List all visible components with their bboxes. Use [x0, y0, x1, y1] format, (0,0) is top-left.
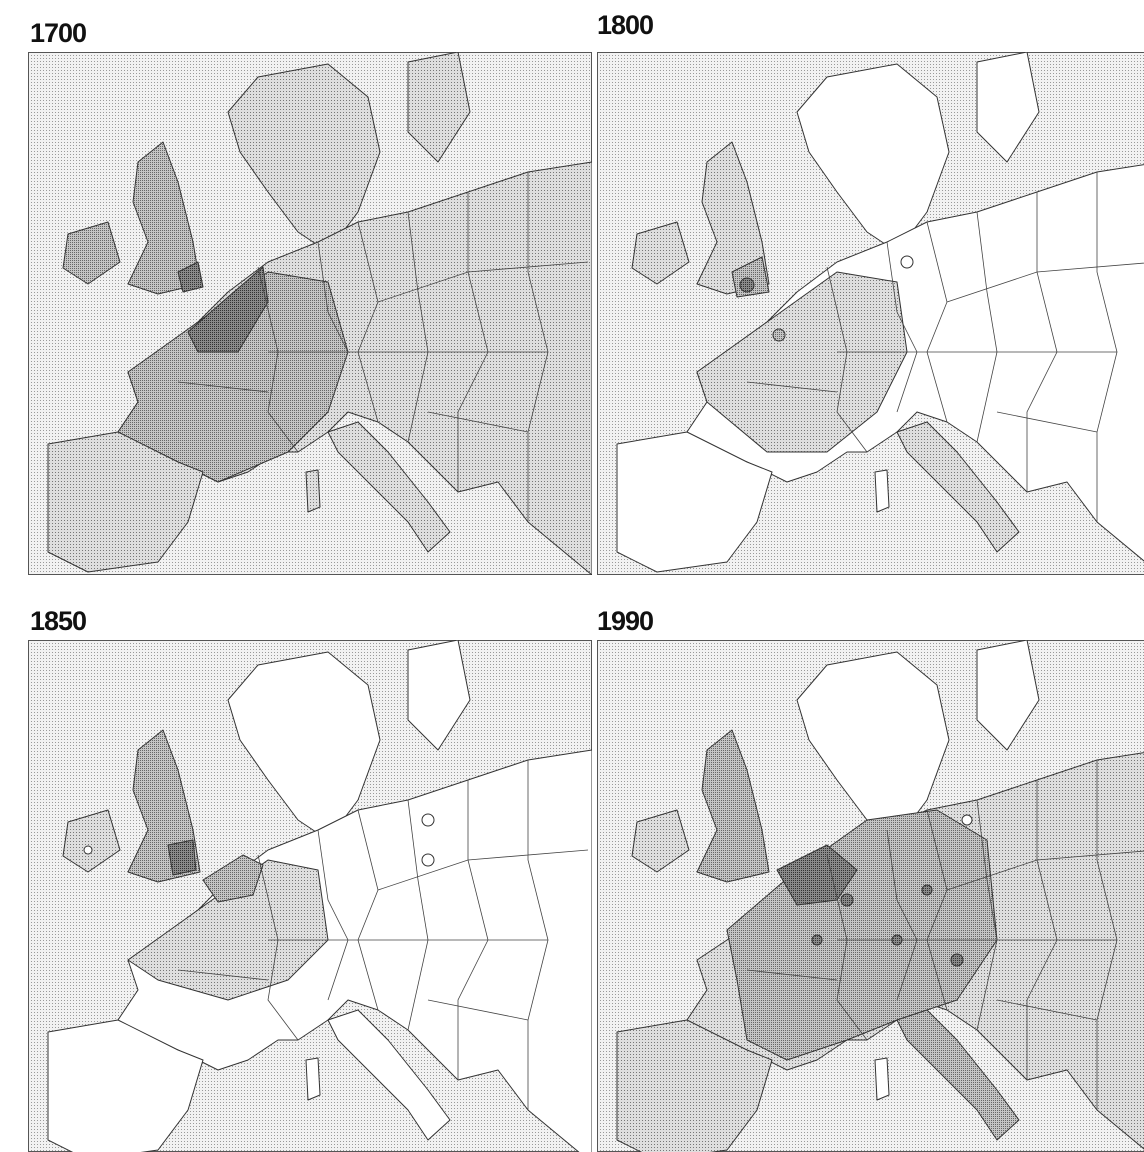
map-panel [29, 640, 593, 1152]
panel-title: 1700 [30, 18, 86, 48]
map-figure: 1700 1800 [0, 0, 1144, 1152]
map-panel [598, 640, 1144, 1152]
map-panel [598, 52, 1144, 575]
panel-title: 1800 [597, 10, 653, 40]
map-panel [29, 52, 593, 575]
panel-title: 1850 [30, 606, 86, 636]
panel-title: 1990 [597, 606, 653, 636]
